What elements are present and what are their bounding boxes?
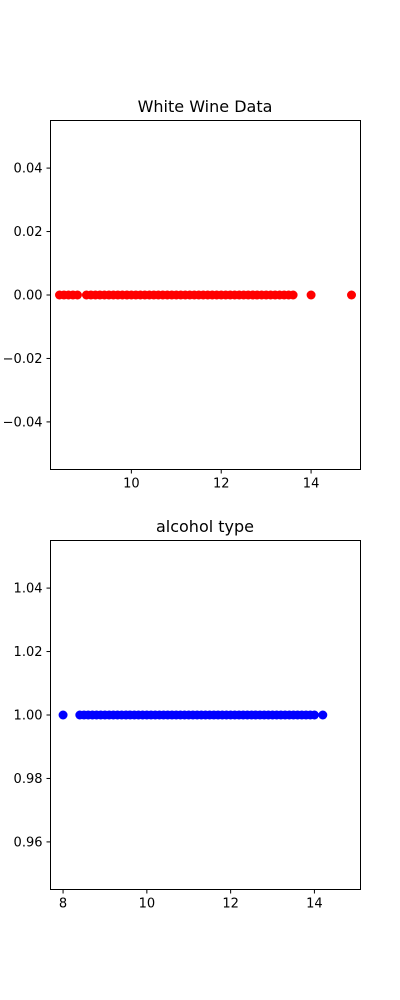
alcohol-type-scatter-panel: alcohol type 8 10 12 14 1.04 1.02 1.00 0.98 0.9… [14, 517, 361, 912]
scatter-points [58, 710, 328, 720]
scatter-point [309, 710, 319, 720]
x-axis: 8 10 12 14 [59, 889, 323, 912]
scatter-point [72, 290, 82, 300]
x-axis: 10 12 14 [123, 469, 320, 492]
scatter-point [58, 710, 68, 720]
x-tick-label: 14 [306, 897, 323, 912]
y-tick-label: 0.00 [14, 289, 43, 304]
x-tick-label: 10 [139, 897, 156, 912]
scatter-point [347, 290, 357, 300]
y-axis: 0.04 0.02 0.00 −0.02 −0.04 [3, 162, 51, 430]
scatter-point [318, 710, 328, 720]
scatter-point [288, 290, 298, 300]
chart-title: alcohol type [156, 517, 254, 536]
x-tick-label: 14 [303, 477, 320, 492]
scatter-points [54, 290, 357, 300]
scatter-point [306, 290, 316, 300]
x-tick-label: 10 [123, 477, 140, 492]
x-tick-label: 8 [59, 897, 67, 912]
x-tick-label: 12 [213, 477, 230, 492]
y-tick-label: 0.96 [14, 835, 43, 850]
y-tick-label: 0.04 [14, 162, 43, 177]
y-tick-label: 1.02 [14, 645, 43, 660]
chart-title: White Wine Data [138, 97, 273, 116]
y-tick-label: 1.04 [14, 582, 43, 597]
y-tick-label: 1.00 [14, 709, 43, 724]
white-wine-scatter-panel: White Wine Data 10 12 14 0.04 0.02 0.00 −0.02… [3, 97, 361, 492]
y-tick-label: 0.98 [14, 772, 43, 787]
y-axis: 1.04 1.02 1.00 0.98 0.96 [14, 582, 51, 850]
y-tick-label: 0.02 [14, 225, 43, 240]
y-tick-label: −0.02 [3, 352, 43, 367]
y-tick-label: −0.04 [3, 415, 43, 430]
x-tick-label: 12 [222, 897, 239, 912]
